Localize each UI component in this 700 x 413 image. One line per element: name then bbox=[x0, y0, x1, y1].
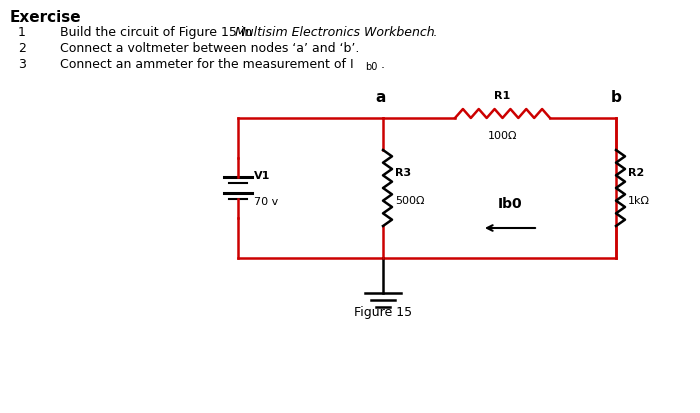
Text: 70 v: 70 v bbox=[254, 197, 279, 206]
Text: b0: b0 bbox=[365, 62, 377, 72]
Text: b: b bbox=[610, 90, 622, 105]
Text: Figure 15: Figure 15 bbox=[354, 305, 412, 318]
Text: 500Ω: 500Ω bbox=[395, 195, 424, 206]
Text: Connect a voltmeter between nodes ‘a’ and ‘b’.: Connect a voltmeter between nodes ‘a’ an… bbox=[60, 42, 359, 55]
Text: 100Ω: 100Ω bbox=[488, 131, 517, 141]
Text: R1: R1 bbox=[494, 91, 510, 101]
Text: Exercise: Exercise bbox=[10, 10, 82, 25]
Text: R3: R3 bbox=[395, 168, 411, 178]
Text: 2: 2 bbox=[18, 42, 26, 55]
Text: Build the circuit of Figure 15 in: Build the circuit of Figure 15 in bbox=[60, 26, 256, 39]
Text: .: . bbox=[381, 58, 385, 71]
Text: a: a bbox=[376, 90, 386, 105]
Text: .: . bbox=[433, 26, 437, 39]
Text: Connect an ammeter for the measurement of I: Connect an ammeter for the measurement o… bbox=[60, 58, 354, 71]
Text: 3: 3 bbox=[18, 58, 26, 71]
Text: 1kΩ: 1kΩ bbox=[628, 195, 650, 206]
Text: Ib0: Ib0 bbox=[498, 197, 522, 211]
Text: V1: V1 bbox=[254, 171, 270, 180]
Text: Multisim Electronics Workbench: Multisim Electronics Workbench bbox=[235, 26, 435, 39]
Text: 1: 1 bbox=[18, 26, 26, 39]
Text: R2: R2 bbox=[628, 168, 644, 178]
